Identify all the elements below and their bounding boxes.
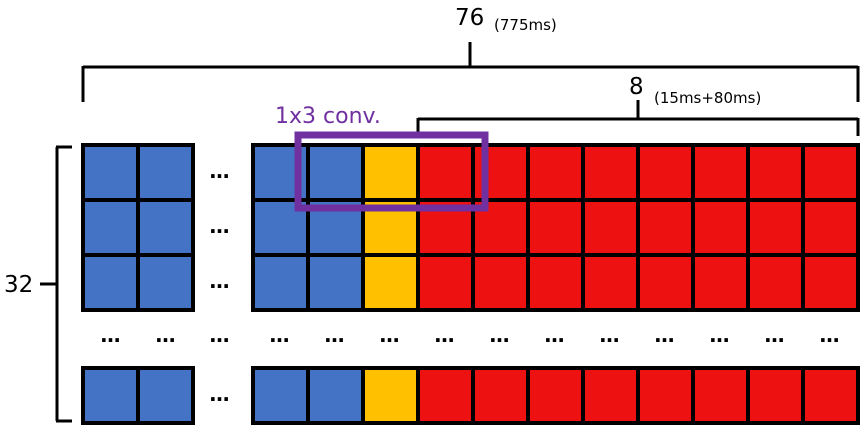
gap-ellipsis: …	[820, 323, 841, 347]
cell-red	[801, 366, 860, 425]
gap-ellipsis: …	[435, 323, 456, 347]
row-ellipsis: …	[210, 214, 231, 238]
cell-red	[416, 253, 475, 312]
cell-blue	[136, 253, 195, 312]
cell-blue	[136, 198, 195, 257]
cell-red	[471, 366, 530, 425]
gap-ellipsis: …	[325, 323, 346, 347]
row-ellipsis: …	[210, 159, 231, 183]
cell-blue	[136, 366, 195, 425]
cell-red	[746, 253, 805, 312]
cell-red	[636, 366, 695, 425]
cell-red	[581, 143, 640, 202]
conv-window-box	[294, 131, 489, 212]
conv-label: 1x3 conv.	[275, 104, 381, 129]
cell-red	[636, 143, 695, 202]
gap-ellipsis: …	[655, 323, 676, 347]
cell-red	[526, 366, 585, 425]
cell-red	[691, 198, 750, 257]
cell-red	[471, 253, 530, 312]
gap-ellipsis: …	[765, 323, 786, 347]
cell-red	[581, 253, 640, 312]
cell-yellow	[361, 253, 420, 312]
cell-red	[526, 198, 585, 257]
top-span-duration: (775ms)	[494, 16, 557, 34]
cell-blue	[251, 253, 310, 312]
top-span-bracket	[81, 42, 860, 102]
sub-span-duration: (15ms+80ms)	[654, 89, 761, 107]
gap-ellipsis: …	[380, 323, 401, 347]
cell-red	[581, 366, 640, 425]
sub-span-bracket	[416, 100, 860, 136]
cell-red	[526, 253, 585, 312]
cell-red	[636, 198, 695, 257]
cell-red	[746, 366, 805, 425]
rows-count: 32	[4, 272, 33, 298]
cell-blue	[81, 198, 140, 257]
cell-blue	[136, 143, 195, 202]
gap-ellipsis: …	[210, 323, 231, 347]
cell-red	[691, 366, 750, 425]
cell-yellow	[361, 143, 420, 202]
cell-red	[581, 198, 640, 257]
cell-red	[471, 143, 530, 202]
cell-grid	[81, 143, 860, 425]
gap-ellipsis: …	[156, 323, 177, 347]
cell-red	[801, 198, 860, 257]
rows-bracket	[40, 145, 72, 423]
cell-red	[746, 198, 805, 257]
row-ellipsis: …	[210, 269, 231, 293]
cell-red	[636, 253, 695, 312]
cell-blue	[81, 253, 140, 312]
cell-blue	[306, 253, 365, 312]
top-span-count: 76	[455, 5, 484, 31]
gap-ellipsis: …	[710, 323, 731, 347]
gap-ellipsis: …	[490, 323, 511, 347]
row-ellipsis: …	[210, 382, 231, 406]
gap-ellipsis: …	[600, 323, 621, 347]
cell-red	[691, 253, 750, 312]
gap-ellipsis: …	[270, 323, 291, 347]
gap-ellipsis: …	[545, 323, 566, 347]
cell-blue	[306, 366, 365, 425]
cell-red	[691, 143, 750, 202]
cell-red	[416, 143, 475, 202]
ellipsis-marks: … … … … … … … … … … … … … … … … … …	[101, 159, 841, 406]
cell-blue	[81, 366, 140, 425]
cell-red	[416, 366, 475, 425]
cell-yellow	[361, 366, 420, 425]
cell-red	[801, 253, 860, 312]
cell-red	[746, 143, 805, 202]
sub-span-count: 8	[629, 74, 644, 100]
cell-red	[526, 143, 585, 202]
cell-blue	[251, 366, 310, 425]
cell-blue	[81, 143, 140, 202]
gap-ellipsis: …	[101, 323, 122, 347]
cell-blue	[306, 143, 365, 202]
cell-red	[801, 143, 860, 202]
